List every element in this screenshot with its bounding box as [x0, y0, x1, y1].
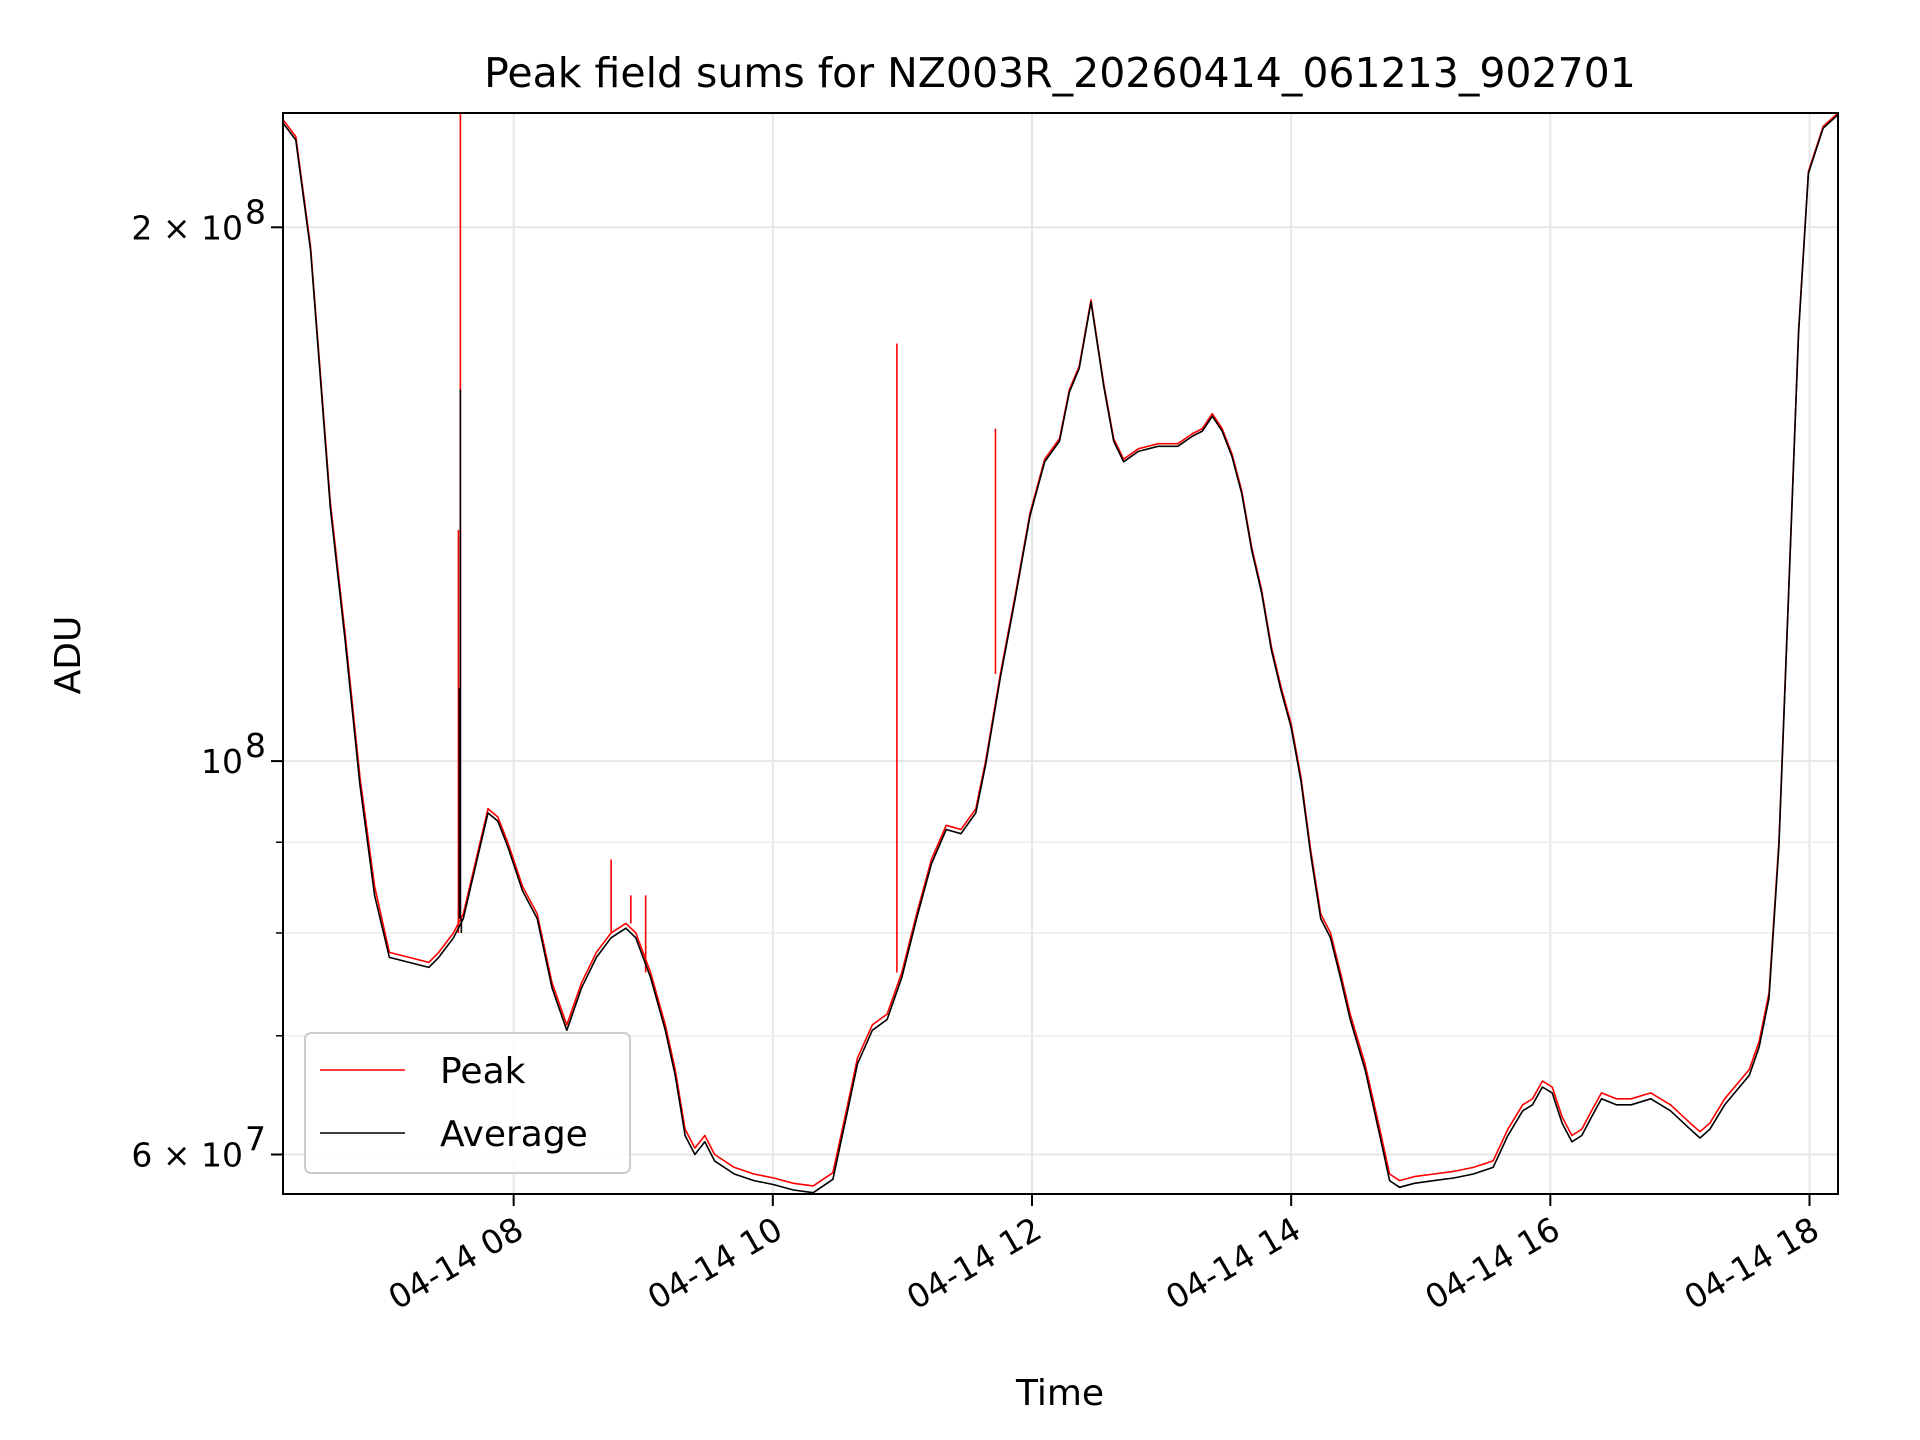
legend-box	[304, 1032, 631, 1174]
y-tick-exponent: 8	[245, 192, 266, 231]
plot-frame	[282, 112, 1839, 1195]
y-tick-exponent: 7	[245, 1119, 266, 1158]
y-tick-label: 6 × 10	[131, 1135, 243, 1174]
legend-peak-label: Peak	[440, 1051, 526, 1092]
y-tick-label: 2 × 10	[131, 208, 243, 247]
series-layer	[282, 112, 1839, 1194]
y-tick-exponent: 8	[245, 726, 266, 765]
legend-average-label: Average	[440, 1114, 588, 1155]
legend: Peak Average	[304, 1032, 631, 1174]
chart-title: Peak field sums for NZ003R_20260414_0612…	[484, 49, 1636, 97]
y-axis-label: ADU	[48, 616, 89, 695]
x-axis-label: Time	[1015, 1373, 1104, 1414]
average-series-line	[282, 114, 1839, 1194]
y-tick-label: 10	[201, 742, 243, 781]
